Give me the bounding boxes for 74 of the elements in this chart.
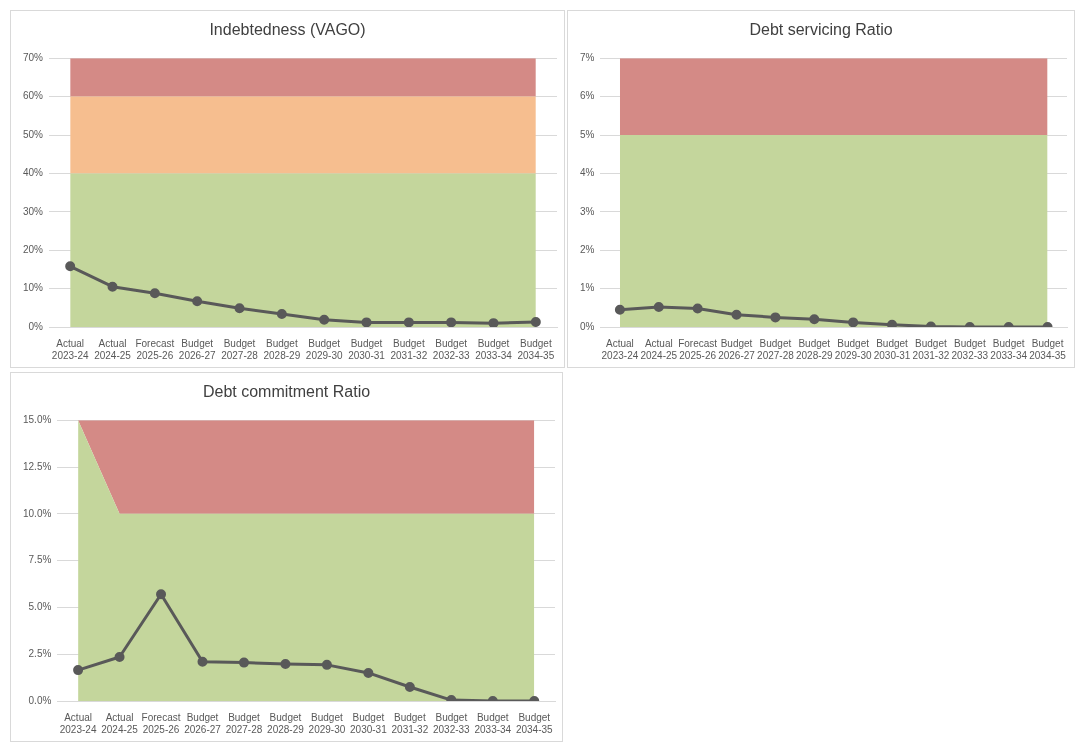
x-tick-label: Forecast 2025-26 xyxy=(141,711,181,735)
y-tick-label: 5% xyxy=(580,128,595,140)
chart-title: Debt servicing Ratio xyxy=(749,21,893,39)
x-tick-label: Budget 2034-35 xyxy=(515,711,554,735)
y-tick-label: 60% xyxy=(23,90,44,102)
y-tick-label: 0.0% xyxy=(28,694,52,706)
x-tick-label: Actual 2024-25 xyxy=(101,711,139,735)
point xyxy=(319,314,330,325)
point xyxy=(361,317,372,327)
x-tick-label: Budget 2027-28 xyxy=(225,711,263,735)
x-tick-label: Budget 2029-30 xyxy=(308,711,346,735)
y-tick-label: 2.5% xyxy=(28,647,52,659)
y-tick-label: 7% xyxy=(580,51,595,63)
x-tick-label: Actual 2023-24 xyxy=(601,337,639,361)
x-tick-label: Budget 2031-32 xyxy=(390,337,428,361)
x-tick-label: Budget 2029-30 xyxy=(834,337,872,361)
point xyxy=(446,317,457,327)
x-tick-label: Budget 2032-33 xyxy=(432,337,470,361)
x-tick-label: Actual 2024-25 xyxy=(640,337,678,361)
y-tick-label: 4% xyxy=(580,167,595,179)
y-tick-label: 40% xyxy=(23,167,44,179)
x-tick-label: Actual 2023-24 xyxy=(59,711,97,735)
y-tick-label: 5.0% xyxy=(28,601,52,613)
point xyxy=(65,261,76,272)
point xyxy=(107,281,118,292)
x-tick-label: Budget 2030-31 xyxy=(873,337,911,361)
x-tick-label: Budget 2032-33 xyxy=(951,337,989,361)
x-tick-label: Budget 2028-29 xyxy=(795,337,834,361)
y-tick-label: 0% xyxy=(28,320,44,332)
x-tick-label: Budget 2027-28 xyxy=(221,337,259,361)
x-tick-label: Budget 2030-31 xyxy=(350,711,388,735)
x-tick-label: Budget 2026-27 xyxy=(718,337,756,361)
point xyxy=(488,318,499,327)
x-tick-label: Forecast 2025-26 xyxy=(678,337,718,361)
x-tick-label: Budget 2026-27 xyxy=(184,711,222,735)
point xyxy=(192,296,203,307)
x-tick-label: Budget 2034-35 xyxy=(1029,337,1067,361)
y-tick-label: 0% xyxy=(580,320,595,332)
y-tick-label: 50% xyxy=(23,128,44,140)
y-tick-label: 3% xyxy=(580,205,595,217)
y-tick-label: 12.5% xyxy=(23,460,52,472)
x-tick-label: Budget 2032-33 xyxy=(432,711,471,735)
point xyxy=(276,308,287,319)
point xyxy=(530,317,541,327)
x-tick-label: Budget 2033-34 xyxy=(475,337,513,361)
y-tick-label: 10.0% xyxy=(23,507,52,519)
y-tick-label: 30% xyxy=(23,205,44,217)
x-tick-label: Budget 2027-28 xyxy=(757,337,795,361)
y-tick-label: 2% xyxy=(580,243,595,255)
x-tick-label: Budget 2033-34 xyxy=(990,337,1028,361)
y-tick-label: 7.5% xyxy=(28,554,52,566)
x-tick-label: Budget 2031-32 xyxy=(912,337,950,361)
x-tick-label: Actual 2024-25 xyxy=(94,337,132,361)
y-tick-label: 15.0% xyxy=(23,413,52,425)
x-tick-label: Budget 2029-30 xyxy=(305,337,343,361)
x-tick-label: Budget 2034-35 xyxy=(517,337,555,361)
point xyxy=(234,303,245,314)
x-tick-label: Budget 2031-32 xyxy=(391,711,429,735)
point xyxy=(149,288,160,299)
point xyxy=(403,317,414,327)
y-tick-label: 6% xyxy=(580,90,595,102)
chart-title: Indebtedness (VAGO) xyxy=(209,21,366,39)
x-tick-label: Budget 2033-34 xyxy=(474,711,512,735)
x-tick-label: Actual 2023-24 xyxy=(51,337,89,361)
x-tick-label: Budget 2030-31 xyxy=(348,337,386,361)
x-tick-label: Budget 2028-29 xyxy=(267,711,305,735)
chart-title: Debt commitment Ratio xyxy=(202,383,371,401)
y-tick-label: 20% xyxy=(23,243,44,255)
x-tick-label: Forecast 2025-26 xyxy=(135,337,175,361)
x-tick-label: Budget 2028-29 xyxy=(263,337,301,361)
x-tick-label: Budget 2026-27 xyxy=(178,337,216,361)
y-tick-label: 70% xyxy=(23,51,44,63)
y-tick-label: 10% xyxy=(23,282,44,294)
y-tick-label: 1% xyxy=(580,282,595,294)
